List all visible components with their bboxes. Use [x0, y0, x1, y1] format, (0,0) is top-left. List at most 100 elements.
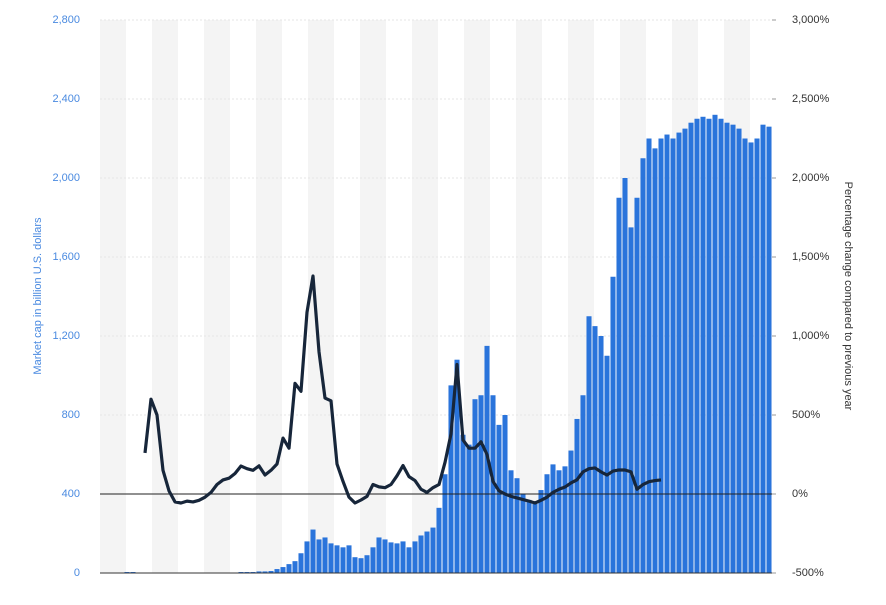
- bar: [418, 535, 424, 573]
- bar: [580, 395, 586, 573]
- bar: [526, 499, 532, 573]
- bar: [280, 567, 286, 573]
- bar: [442, 474, 448, 573]
- bar: [730, 124, 736, 574]
- bar: [316, 539, 322, 573]
- bar: [754, 138, 760, 573]
- bar: [358, 558, 364, 573]
- y2-tick-label: 2,000%: [792, 172, 830, 184]
- bar: [706, 118, 712, 573]
- bar: [586, 316, 592, 573]
- bar: [382, 539, 388, 573]
- bar: [292, 561, 298, 573]
- bar: [478, 395, 484, 573]
- bar: [688, 122, 694, 573]
- background-band: [516, 20, 542, 573]
- bar: [550, 464, 556, 573]
- y-tick-label: 2,000: [52, 172, 80, 184]
- y-axis-title: Market cap in billion U.S. dollars: [32, 217, 44, 375]
- bar: [736, 128, 742, 573]
- bar: [748, 142, 754, 573]
- bar: [448, 385, 454, 573]
- bar: [682, 128, 688, 573]
- line: [143, 274, 662, 505]
- bar: [700, 116, 706, 574]
- bar: [466, 444, 472, 573]
- bar: [268, 571, 274, 573]
- bar: [568, 450, 574, 573]
- bar: [412, 541, 418, 573]
- bar: [334, 545, 340, 573]
- background-band: [256, 20, 282, 573]
- bar: [424, 531, 430, 573]
- bar: [370, 547, 376, 573]
- bar: [322, 537, 328, 573]
- bar: [388, 542, 394, 573]
- y2-tick-label: -500%: [792, 567, 824, 579]
- bar: [670, 138, 676, 573]
- bar: [694, 118, 700, 573]
- bar: [496, 424, 502, 573]
- bar: [628, 227, 634, 573]
- bar: [646, 138, 652, 573]
- bar: [718, 118, 724, 573]
- y2-tick-label: 1,500%: [792, 251, 830, 263]
- background-band: [152, 20, 178, 573]
- bar: [712, 114, 718, 574]
- bar: [472, 399, 478, 573]
- bar: [640, 158, 646, 573]
- y2-tick-label: 500%: [792, 409, 820, 421]
- background-band: [100, 20, 126, 573]
- bar: [310, 529, 316, 573]
- bar: [304, 541, 310, 573]
- bar: [592, 326, 598, 573]
- bar: [394, 543, 400, 573]
- y-tick-label: 1,200: [52, 330, 80, 342]
- bar: [262, 571, 268, 573]
- bar: [286, 564, 292, 573]
- bar: [340, 547, 346, 573]
- bar: [508, 470, 514, 573]
- bar: [652, 148, 658, 573]
- bar: [724, 122, 730, 573]
- bar: [658, 138, 664, 573]
- bar: [364, 555, 370, 573]
- bar: [520, 494, 526, 573]
- bar: [664, 134, 670, 574]
- bar: [634, 197, 640, 573]
- y2-tick-label: 2,500%: [792, 93, 830, 105]
- y-tick-label: 400: [62, 488, 80, 500]
- bar: [274, 569, 280, 573]
- bar: [328, 543, 334, 573]
- bar: [760, 124, 766, 574]
- background-band: [308, 20, 334, 573]
- y-tick-label: 2,400: [52, 93, 80, 105]
- bar: [430, 527, 436, 573]
- bar: [352, 557, 358, 573]
- bar: [454, 359, 460, 573]
- y2-tick-label: 3,000%: [792, 14, 830, 26]
- bar: [562, 466, 568, 573]
- bar: [298, 553, 304, 573]
- y-tick-label: 800: [62, 409, 80, 421]
- bar: [676, 132, 682, 573]
- background-band: [360, 20, 386, 573]
- bar: [622, 178, 628, 573]
- bar: [400, 541, 406, 573]
- bar: [616, 197, 622, 573]
- y-tick-label: 0: [74, 567, 80, 579]
- bar: [436, 507, 442, 573]
- bar: [544, 474, 550, 573]
- bar: [574, 418, 580, 573]
- y-tick-label: 2,800: [52, 14, 80, 26]
- bar: [460, 434, 466, 573]
- bar: [514, 478, 520, 573]
- bar: [556, 470, 562, 573]
- bar: [538, 490, 544, 573]
- y-tick-label: 1,600: [52, 251, 80, 263]
- bar: [742, 138, 748, 573]
- bar: [610, 276, 616, 573]
- y2-tick-label: 0%: [792, 488, 808, 500]
- background-band: [204, 20, 230, 573]
